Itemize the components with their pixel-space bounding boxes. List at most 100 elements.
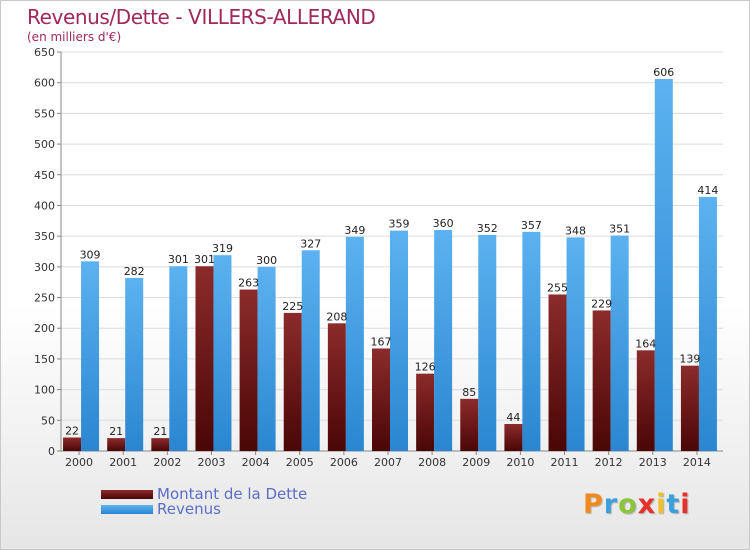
legend: Montant de la Dette Revenus [101,485,361,518]
data-label-dette: 301 [194,253,215,266]
data-label-revenus: 327 [300,237,321,250]
bar-dette [636,350,655,451]
x-tick-label: 2014 [683,456,711,469]
legend-swatch-dette [101,490,153,499]
y-tick-label: 600 [34,77,55,90]
data-label-dette: 263 [238,277,259,290]
legend-item-revenus: Revenus [101,500,361,518]
y-tick-label: 500 [34,138,55,151]
chart-title: Revenus/Dette - VILLERS-ALLERAND [27,5,376,29]
bar-dette [239,289,258,451]
x-tick-label: 2013 [639,456,667,469]
y-tick-label: 400 [34,199,55,212]
data-label-dette: 44 [506,411,520,424]
bar-dette [548,294,567,451]
bar-revenus [345,236,364,451]
legend-item-dette: Montant de la Dette [101,485,361,503]
y-tick-label: 50 [41,414,55,427]
data-label-revenus: 359 [389,218,410,231]
bar-dette [592,310,611,451]
y-tick-label: 150 [34,353,55,366]
data-label-revenus: 352 [477,222,498,235]
chart-subtitle: (en milliers d'€) [27,30,122,44]
data-label-revenus: 319 [212,242,233,255]
bar-revenus [654,79,673,452]
data-label-dette: 208 [326,310,347,323]
data-label-dette: 164 [635,337,656,350]
x-tick-label: 2001 [109,456,137,469]
x-tick-label: 2003 [197,456,225,469]
x-tick-label: 2004 [242,456,270,469]
y-tick-label: 450 [34,169,55,182]
y-tick-label: 200 [34,322,55,335]
legend-label-dette: Montant de la Dette [157,485,308,503]
bar-dette [195,266,214,451]
bar-revenus [390,230,408,451]
data-label-dette: 22 [65,424,79,437]
bar-revenus [125,277,144,451]
bar-dette [107,438,126,451]
bar-dette [151,438,170,451]
bar-dette [63,437,82,451]
bar-revenus [698,196,717,451]
bar-revenus [610,235,629,451]
y-tick-label: 0 [48,445,55,458]
data-label-dette: 139 [679,353,700,366]
legend-swatch-revenus [101,505,153,514]
y-tick-label: 300 [34,261,55,274]
data-label-revenus: 414 [697,184,718,197]
data-label-revenus: 360 [433,217,454,230]
bar-dette [504,423,523,451]
data-label-dette: 21 [153,425,167,438]
bar-dette [460,398,479,451]
data-label-revenus: 357 [521,219,542,232]
data-label-dette: 21 [109,425,123,438]
bar-revenus [169,266,188,451]
bar-dette [680,365,699,451]
y-tick-label: 350 [34,230,55,243]
x-tick-label: 2005 [286,456,314,469]
data-label-revenus: 349 [344,224,365,237]
data-label-revenus: 606 [653,66,674,79]
bar-dette [327,323,346,451]
x-tick-label: 2010 [506,456,534,469]
bar-revenus [81,261,100,451]
y-tick-label: 250 [34,292,55,305]
bar-revenus [213,255,232,451]
bar-revenus [566,237,585,451]
data-label-revenus: 348 [565,224,586,237]
bar-revenus [301,250,320,451]
x-tick-label: 2006 [330,456,358,469]
data-label-revenus: 351 [609,223,630,236]
y-tick-label: 550 [34,107,55,120]
y-tick-label: 650 [34,46,55,59]
x-tick-label: 2002 [153,456,181,469]
x-tick-label: 2007 [374,456,402,469]
data-label-revenus: 300 [256,254,277,267]
x-tick-label: 2008 [418,456,446,469]
data-label-dette: 225 [282,300,303,313]
bar-revenus [478,234,497,451]
legend-label-revenus: Revenus [157,500,221,518]
x-tick-label: 2012 [595,456,623,469]
x-tick-label: 2000 [65,456,93,469]
bar-revenus [257,266,276,451]
data-label-revenus: 282 [124,265,145,278]
x-tick-label: 2011 [551,456,579,469]
data-label-dette: 85 [462,386,476,399]
data-label-revenus: 301 [168,253,189,266]
bar-dette [283,312,302,451]
data-label-revenus: 309 [80,248,101,261]
y-tick-label: 100 [34,384,55,397]
data-label-dette: 229 [591,297,612,310]
proxiti-logo: Proxiti [583,489,691,520]
bar-dette [416,373,435,451]
data-label-dette: 255 [547,281,568,294]
bar-revenus [522,231,541,451]
data-label-dette: 167 [371,335,392,348]
bar-revenus [434,230,453,451]
data-label-dette: 126 [415,361,436,374]
x-tick-label: 2009 [462,456,490,469]
